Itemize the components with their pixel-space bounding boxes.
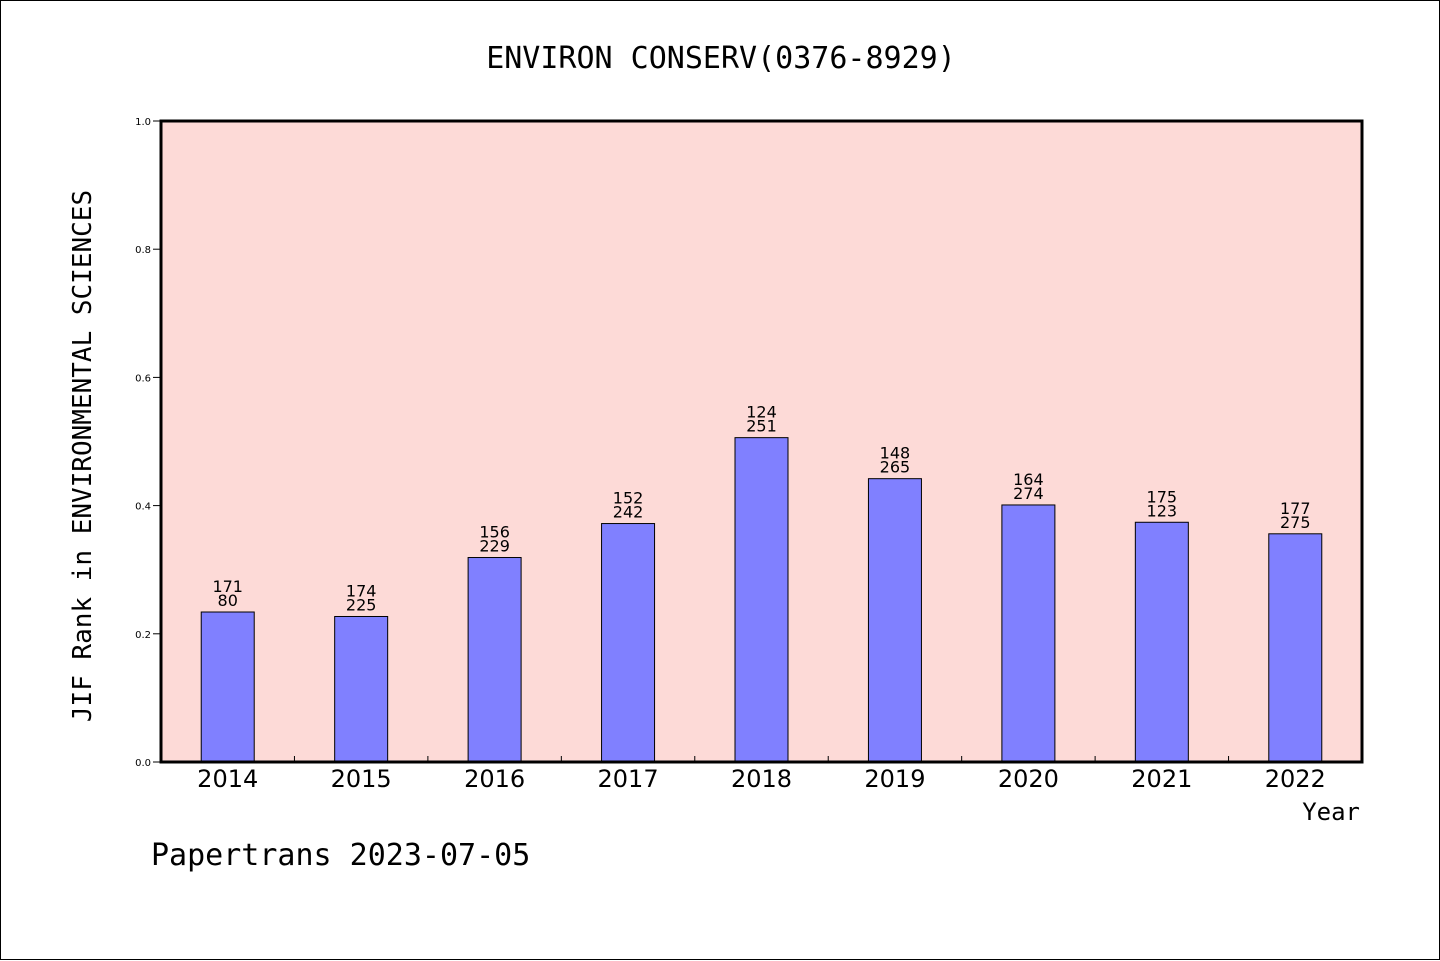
bar-2020: [1001, 504, 1056, 763]
bar-label-top-2020: 164: [1013, 470, 1044, 489]
bar-label-bottom-2017: 242: [613, 503, 644, 522]
bar-label-top-2019: 148: [880, 444, 911, 463]
footer-source-date: Papertrans 2023-07-05: [151, 838, 530, 873]
bar-label-bottom-2019: 265: [880, 458, 911, 477]
bar-2016: [467, 557, 522, 763]
x-tick-label-2022: 2022: [1265, 765, 1326, 793]
bar-label-top-2016: 156: [479, 523, 510, 542]
x-tick-label-2016: 2016: [464, 765, 525, 793]
y-tick-label: 0.0: [135, 758, 151, 769]
y-tick-label: 0.8: [135, 245, 151, 256]
y-tick-label: 0.6: [135, 373, 151, 384]
bar-label-top-2014: 171: [212, 577, 243, 596]
bar-label-bottom-2021: 123: [1147, 501, 1178, 520]
bar-label-bottom-2022: 275: [1280, 513, 1311, 532]
plot-border: [159, 119, 1364, 764]
bar-2022: [1268, 533, 1323, 763]
x-axis-label: Year: [1302, 798, 1360, 826]
x-axis: 2014 2015 2016 2017 2018 2019 2020 2021 2022: [197, 756, 1326, 793]
x-tick-label-2015: 2015: [331, 765, 392, 793]
chart-title: ENVIRON CONSERV(0376-8929): [486, 41, 956, 76]
x-tick-label-2021: 2021: [1131, 765, 1192, 793]
bar-label-top-2015: 174: [346, 581, 377, 600]
bar-label-bottom-2014: 80: [218, 591, 238, 610]
bar-label-bottom-2018: 251: [746, 417, 777, 436]
x-tick-label-2019: 2019: [864, 765, 925, 793]
bar-label-top-2018: 124: [746, 403, 777, 422]
y-tick-label: 1.0: [135, 117, 151, 128]
y-axis-label: JIF Rank in ENVIRONMENTAL SCIENCES: [68, 190, 98, 722]
x-tick-label-2020: 2020: [998, 765, 1059, 793]
y-tick-label: 0.2: [135, 630, 151, 641]
bar-2021: [1134, 521, 1189, 763]
y-tick-label: 0.4: [135, 502, 151, 513]
bar-2017: [601, 523, 656, 763]
bar-label-top-2017: 152: [613, 489, 644, 508]
bar-label-top-2021: 175: [1147, 487, 1178, 506]
bar-label-bottom-2015: 225: [346, 595, 377, 614]
bar-2014: [200, 611, 255, 763]
bar-label-bottom-2016: 229: [479, 537, 510, 556]
bar-2015: [334, 615, 389, 763]
bar-2018: [734, 437, 789, 763]
bars-layer: [200, 437, 1323, 763]
bar-labels-layer: 1718017422515622915224212425114826516427…: [212, 403, 1310, 615]
x-tick-label-2018: 2018: [731, 765, 792, 793]
x-tick-label-2017: 2017: [598, 765, 659, 793]
x-tick-label-2014: 2014: [197, 765, 258, 793]
bar-label-top-2022: 177: [1280, 499, 1311, 518]
bar-2019: [867, 478, 922, 763]
y-axis: 0.0 0.2 0.4 0.6 0.8 1.0: [135, 117, 161, 769]
bar-label-bottom-2020: 274: [1013, 484, 1044, 503]
